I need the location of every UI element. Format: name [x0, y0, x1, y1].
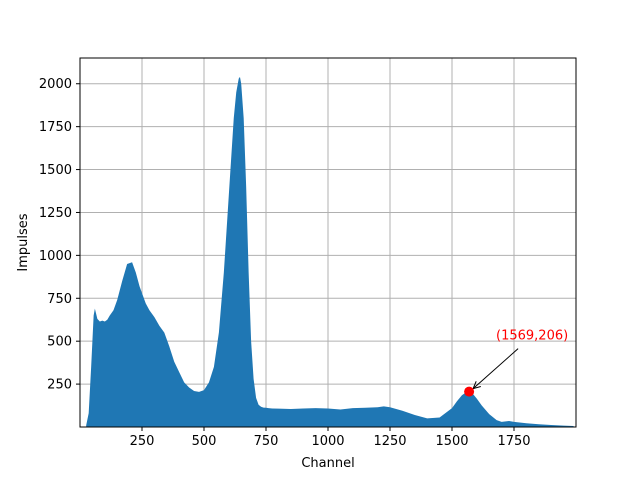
y-tick-label: 750 [47, 292, 72, 307]
ticks: 250 500 750 1000 1250 1500 1750 250 500 750 1000 12… [39, 77, 531, 449]
spectrum-area [86, 76, 574, 427]
y-tick-label: 1500 [39, 163, 72, 178]
y-tick-label: 1750 [39, 120, 72, 135]
y-tick-label: 2000 [39, 77, 72, 92]
x-tick-label: 1250 [373, 434, 406, 449]
annotation-label: (1569,206) [496, 329, 568, 344]
x-tick-label: 500 [192, 434, 217, 449]
y-tick-label: 1250 [39, 206, 72, 221]
y-tick-label: 1000 [39, 249, 72, 264]
x-axis-label: Channel [301, 456, 354, 471]
x-tick-label: 1500 [435, 434, 468, 449]
x-tick-label: 1750 [497, 434, 530, 449]
y-tick-label: 250 [47, 378, 72, 393]
y-axis-label: Impulses [16, 213, 31, 271]
annotation-point [464, 386, 475, 397]
y-tick-label: 500 [47, 335, 72, 350]
x-tick-label: 250 [130, 434, 155, 449]
x-tick-label: 750 [254, 434, 279, 449]
peak-annotation: (1569,206) [464, 329, 568, 397]
x-tick-label: 1000 [311, 434, 344, 449]
annotation-arrow [472, 348, 519, 390]
